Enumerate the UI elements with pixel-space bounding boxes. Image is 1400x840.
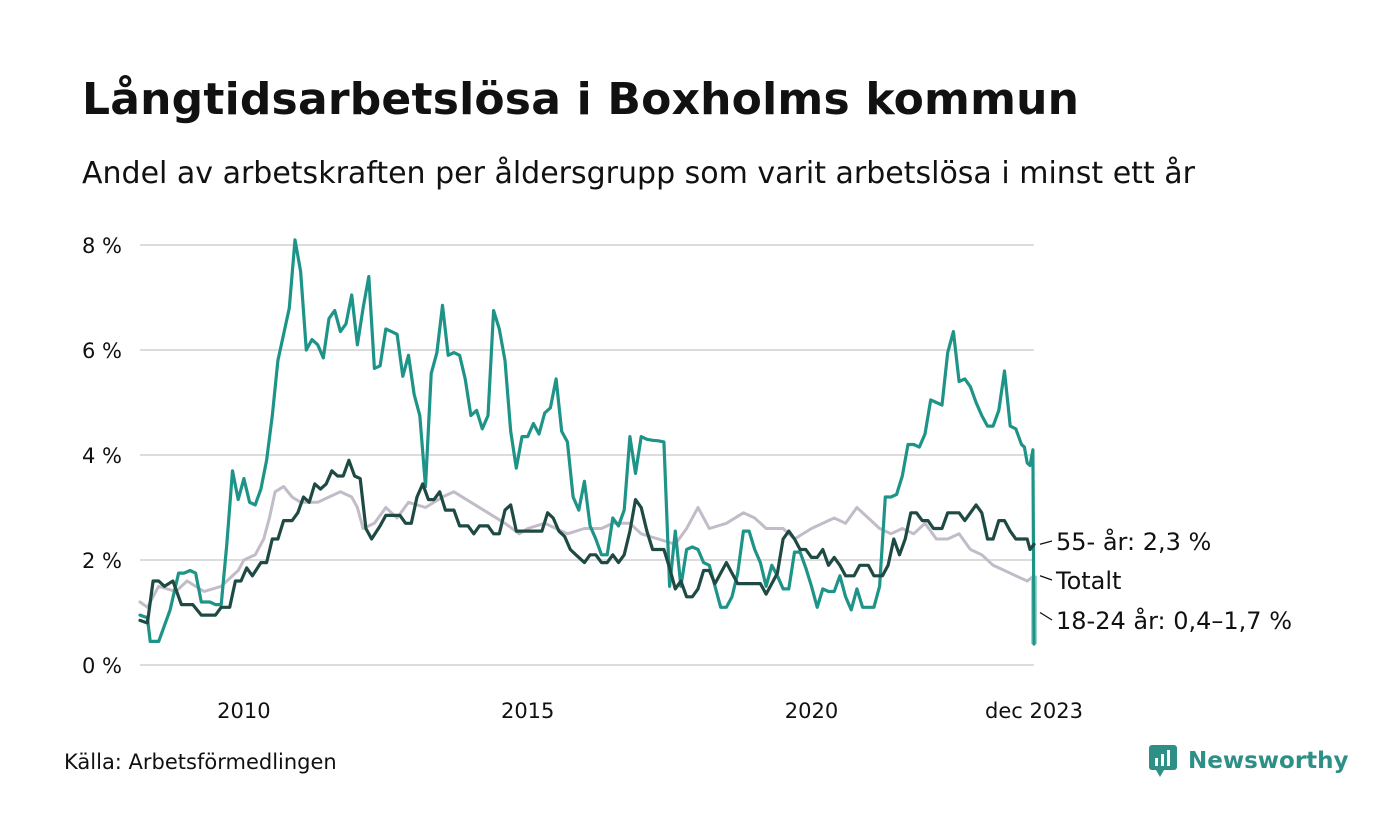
chart-title: Långtidsarbetslösa i Boxholms kommun [82, 74, 1080, 125]
y-tick-label: 0 % [82, 654, 122, 678]
y-tick-label: 4 % [82, 444, 122, 468]
end-label-age55: 55- år: 2,3 % [1056, 527, 1211, 556]
bar-chart-icon [1149, 745, 1177, 777]
x-axis-ticks: 2010 2015 2020 dec 2023 [217, 699, 1083, 723]
x-tick-label: 2015 [501, 699, 554, 723]
y-tick-label: 6 % [82, 339, 122, 363]
end-label-age18_24: 18-24 år: 0,4–1,7 % [1056, 606, 1292, 635]
x-tick-label: 2010 [217, 699, 270, 723]
grid-lines [140, 244, 1034, 666]
y-tick-label: 8 % [82, 234, 122, 258]
chart-subtitle: Andel av arbetskraften per åldersgrupp s… [82, 156, 1195, 191]
series-line-age18_24 [138, 238, 1036, 646]
leader-line [1039, 611, 1053, 621]
x-tick-label: 2020 [785, 699, 838, 723]
y-axis-ticks: 0 % 2 % 4 % 6 % 8 % [82, 234, 122, 678]
source-note: Källa: Arbetsförmedlingen [64, 750, 337, 774]
series-lines [138, 238, 1036, 646]
series-line-total [138, 485, 1036, 609]
x-tick-label: dec 2023 [985, 699, 1083, 723]
brand-logo[interactable]: Newsworthy [1148, 744, 1349, 778]
series-line-age55 [138, 458, 1036, 625]
end-label-total: Totalt [1055, 567, 1121, 595]
leader-line [1039, 575, 1053, 581]
end-labels: 55- år: 2,3 % Totalt 18-24 år: 0,4–1,7 % [1039, 527, 1292, 635]
leader-line [1039, 540, 1053, 545]
y-tick-label: 2 % [82, 549, 122, 573]
brand-name: Newsworthy [1188, 748, 1349, 774]
